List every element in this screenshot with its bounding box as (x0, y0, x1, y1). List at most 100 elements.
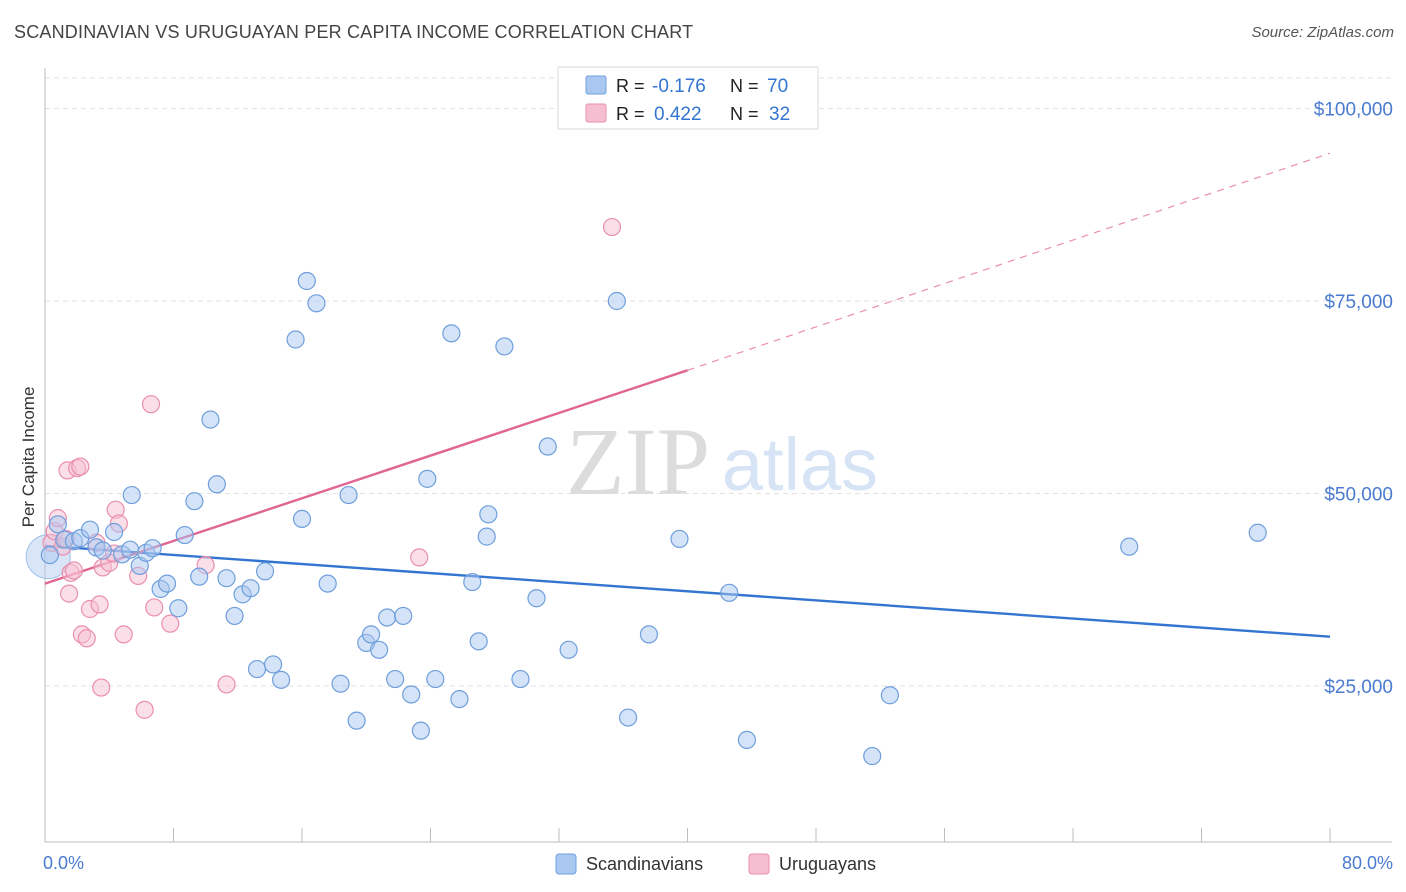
scandinavian-point (442, 324, 461, 343)
scandinavian-point (157, 574, 177, 593)
stats-n-value-1: 70 (767, 76, 788, 97)
scandinavian-point (737, 730, 757, 750)
scandinavian-point (495, 337, 514, 356)
scandinavian-point (1120, 537, 1139, 556)
scandinavian-point (169, 599, 188, 618)
scandinavian-point (93, 541, 112, 560)
scandinavian-point (104, 522, 124, 542)
uruguayan-point (145, 598, 164, 617)
scandinavian-point (411, 721, 430, 740)
scandinavian-point (122, 485, 141, 505)
uruguayan-point (64, 561, 84, 580)
uruguayan-point (135, 700, 154, 719)
stats-n-value-2: 32 (769, 104, 790, 125)
scandinavian-point (347, 711, 366, 730)
scandinavian-point (263, 655, 283, 674)
scandinavian-point (670, 529, 689, 549)
scandinavian-point (880, 686, 899, 705)
scandinavian-point (607, 291, 626, 311)
stats-n-label-1: N = (730, 76, 759, 96)
legend-label-uruguayans: Uruguayans (779, 854, 876, 874)
watermark-zip: ZIP (566, 408, 710, 515)
scandinavian-point (286, 330, 305, 349)
scandinavian-point (121, 540, 140, 559)
scandinavian-point (720, 583, 739, 602)
x-tick-label-min: 0.0% (43, 853, 84, 873)
y-tick-label: $25,000 (1324, 677, 1393, 698)
uruguayan-point (141, 395, 161, 414)
scandinavian-point (511, 669, 530, 689)
uruguayan-point (602, 217, 622, 237)
trend-lines (44, 152, 1331, 638)
scandinavian-point (339, 485, 358, 505)
scandinavian-point (538, 437, 557, 456)
scandinavian-point (1248, 523, 1267, 542)
y-tick-label: $100,000 (1314, 100, 1393, 121)
x-tick-labels: 0.0% 80.0% (43, 853, 1393, 873)
uruguayan-point (90, 595, 109, 614)
scandinavian-point (450, 689, 469, 709)
legend-label-scandinavians: Scandinavians (586, 854, 703, 874)
stats-n-label-2: N = (730, 104, 759, 124)
scandinavian-point (318, 574, 337, 593)
source-credit: Source: ZipAtlas.com (1251, 24, 1394, 41)
y-tick-labels: $25,000 $50,000 $75,000 $100,000 (1314, 100, 1393, 699)
y-axis-label: Per Capita Income (19, 387, 38, 528)
uruguayan-point (410, 548, 429, 567)
scandinavian-point (469, 632, 488, 651)
uruguayan-point (59, 584, 79, 603)
scandinavian-point (40, 545, 59, 565)
scandinavian-point (201, 410, 220, 429)
scandinavian-point (394, 606, 413, 626)
scandinavian-point (185, 492, 204, 511)
watermark: ZIP atlas (566, 408, 878, 515)
scandinavian-point (292, 509, 312, 529)
scandinavian-point (331, 674, 350, 693)
scandinavian-point (639, 625, 659, 644)
scandinavian-point (143, 539, 162, 558)
scandinavian-point (217, 569, 236, 588)
scandinavian-point (190, 567, 209, 586)
scandinavian-point (618, 708, 638, 727)
uruguayan-point (114, 625, 133, 644)
watermark-atlas: atlas (722, 423, 878, 506)
stats-swatch-uruguayans (585, 103, 607, 123)
scandinavian-point (477, 527, 496, 546)
stats-r-value-1: -0.176 (652, 76, 706, 97)
scandinavian-point (402, 685, 421, 704)
scandinavian-point (255, 562, 275, 581)
scandinavian-point (80, 520, 100, 539)
scandinavian-point (386, 669, 405, 689)
scandinavian-point (247, 659, 267, 679)
legend-swatch-uruguayans (748, 853, 770, 875)
stats-r-label-1: R = (616, 76, 645, 96)
uruguayan-trend-extension (687, 152, 1331, 371)
scandinavian-point (207, 475, 226, 494)
scandinavian-point (361, 625, 381, 644)
uruguayan-point (92, 678, 111, 697)
scandinavian-point (241, 579, 260, 598)
scandinavian-point (418, 469, 437, 488)
uruguayan-point (77, 629, 96, 648)
scandinavian-trend-line (44, 544, 1331, 638)
stats-swatch-scandinavians (585, 75, 607, 95)
axes (44, 68, 1392, 843)
stats-r-value-2: 0.422 (654, 104, 702, 125)
scandinavian-point (272, 670, 291, 689)
scandinavian-point (378, 608, 397, 627)
scandinavian-point (225, 606, 244, 626)
uruguayan-point (217, 675, 236, 694)
scandinavian-point (863, 746, 882, 766)
scandinavian-point (559, 640, 578, 659)
scandinavian-point (527, 589, 546, 608)
scandinavian-point (479, 505, 498, 524)
uruguayan-point (161, 614, 180, 633)
scandinavian-point (370, 640, 389, 659)
scandinavian-point (307, 294, 326, 313)
x-tick-label-max: 80.0% (1342, 853, 1393, 873)
legend-swatch-scandinavians (555, 853, 577, 875)
data-points (25, 217, 1267, 766)
scandinavian-point (463, 572, 482, 592)
scandinavian-point (48, 515, 67, 534)
